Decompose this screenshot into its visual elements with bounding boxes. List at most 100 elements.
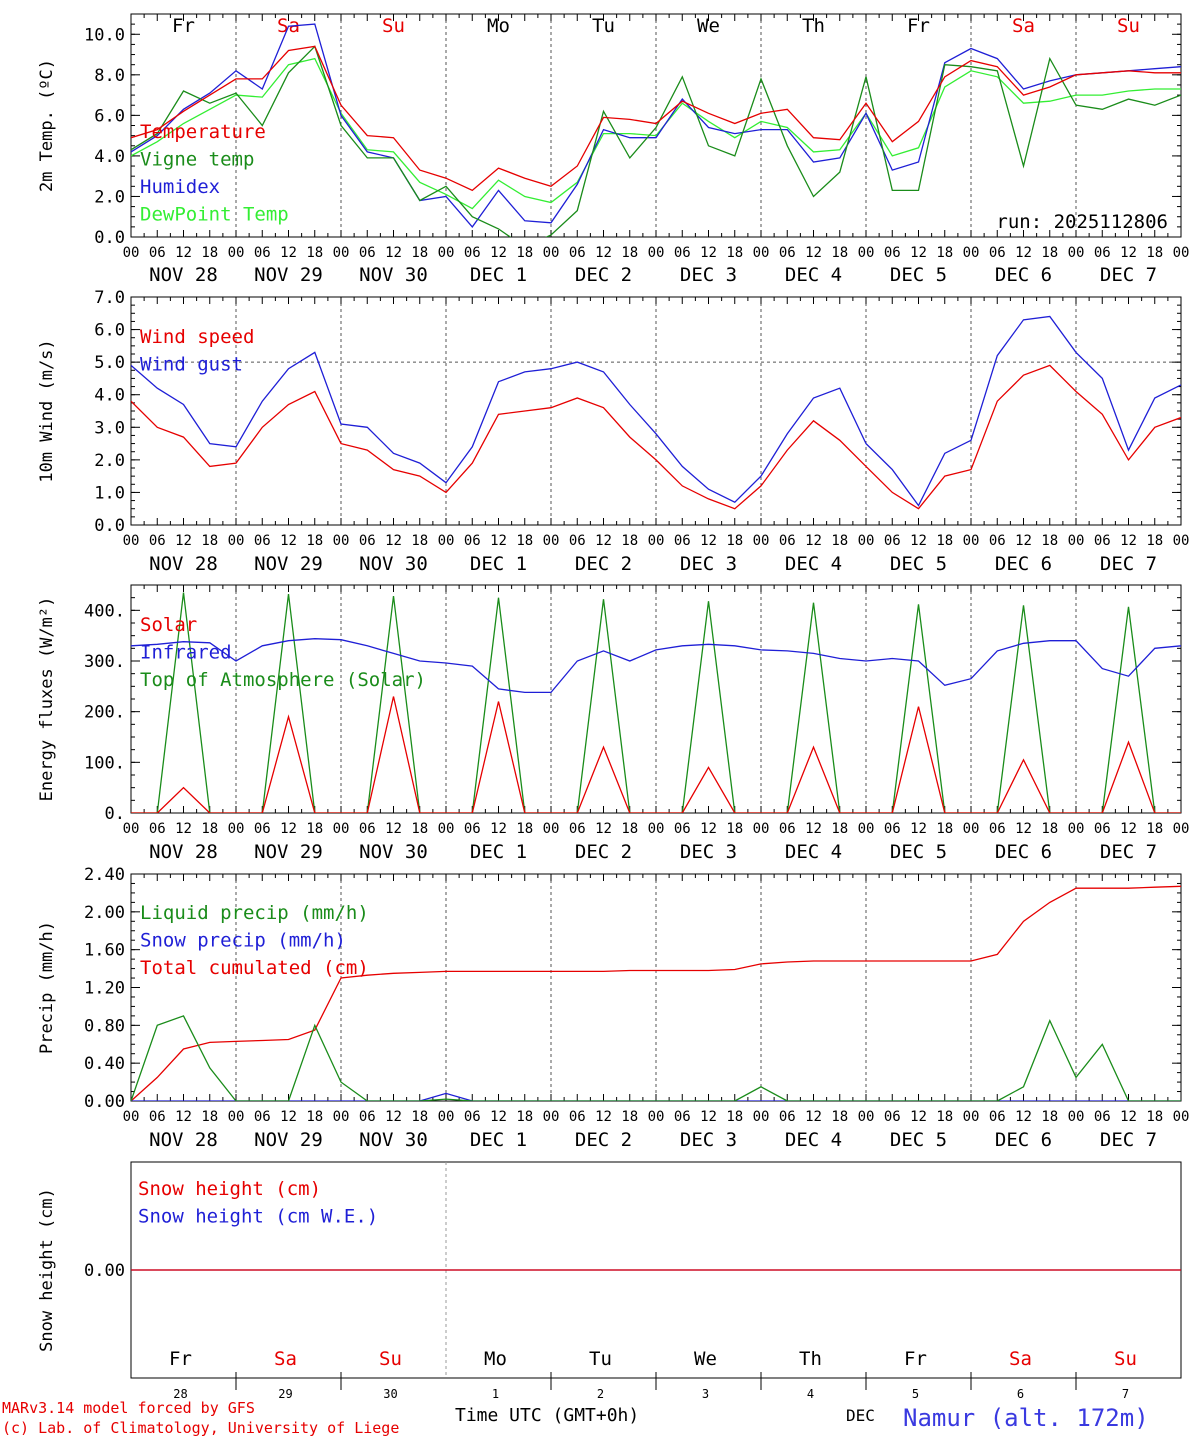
date-label: NOV 29 <box>254 1129 323 1151</box>
series-line-wind-gust <box>131 315 1181 507</box>
y-tick-label: 400. <box>84 601 125 621</box>
series-line-humidex <box>131 23 1181 228</box>
hour-label: 00 <box>228 245 245 261</box>
hour-label: 18 <box>411 1109 428 1125</box>
hour-label: 06 <box>359 821 376 837</box>
legend-entry: Snow precip (mm/h) <box>140 930 346 952</box>
hour-label: 06 <box>464 245 481 261</box>
hour-label: 12 <box>700 245 717 261</box>
legend-entry: Liquid precip (mm/h) <box>140 902 369 924</box>
y-tick-label: 5.0 <box>94 353 125 373</box>
weekday-label: Su <box>379 1348 402 1370</box>
hour-label: 06 <box>989 821 1006 837</box>
copyright-credit: (c) Lab. of Climatology, University of L… <box>2 1419 400 1437</box>
hour-label: 12 <box>385 533 402 549</box>
date-label: DEC 4 <box>785 1129 842 1151</box>
date-label: DEC 7 <box>1100 1129 1157 1151</box>
y-tick-label: 1.20 <box>84 979 125 999</box>
legend-entry: Temperature <box>140 121 266 143</box>
hour-label: 18 <box>726 1109 743 1125</box>
station-label: Namur (alt. 172m) <box>903 1404 1149 1432</box>
hour-label: 18 <box>1041 245 1058 261</box>
hour-label: 00 <box>228 821 245 837</box>
hour-label: 06 <box>464 821 481 837</box>
hour-label: 12 <box>805 821 822 837</box>
hour-label: 06 <box>254 821 271 837</box>
hour-label: 06 <box>884 821 901 837</box>
date-label: NOV 28 <box>149 841 218 863</box>
hour-label: 00 <box>333 245 350 261</box>
hour-label: 00 <box>963 1109 980 1125</box>
panel-2: 0.0 1.0 2.0 3.0 4.0 5.0 6.0 7.0 10m Wind (m/s) 00… <box>37 288 1189 575</box>
hour-label: 00 <box>1173 1109 1190 1125</box>
hour-label: 18 <box>936 1109 953 1125</box>
date-label: DEC 5 <box>890 1129 947 1151</box>
hour-label: 00 <box>753 245 770 261</box>
hour-label: 06 <box>674 533 691 549</box>
hour-label: 12 <box>805 1109 822 1125</box>
hour-label: 18 <box>411 245 428 261</box>
hour-label: 12 <box>1120 533 1137 549</box>
hour-label: 00 <box>1068 821 1085 837</box>
legend-entry: Snow height (cm W.E.) <box>138 1206 378 1228</box>
hour-label: 12 <box>175 245 192 261</box>
hour-label: 00 <box>858 245 875 261</box>
panel-3: 0. 100. 200. 300. 400. Energy fluxes (W/m²) 00… <box>37 584 1189 863</box>
y-tick-label: 4.0 <box>94 386 125 406</box>
hour-label: 12 <box>1120 821 1137 837</box>
weekday-label: Fr <box>169 1348 192 1370</box>
y-axis-title: Precip (mm/h) <box>37 921 57 1054</box>
hour-label: 06 <box>254 1109 271 1125</box>
day-number-label: 4 <box>807 1387 814 1401</box>
y-tick-label: 0.40 <box>84 1054 125 1074</box>
y-tick-label: 6.0 <box>94 106 125 126</box>
hour-label: 06 <box>989 533 1006 549</box>
date-label: DEC 2 <box>575 841 632 863</box>
hour-label: 06 <box>884 533 901 549</box>
legend-entry: Vigne temp <box>140 149 254 171</box>
hour-label: 12 <box>910 533 927 549</box>
hour-label: 18 <box>1146 533 1163 549</box>
day-number-label: 5 <box>912 1387 919 1401</box>
y-axis-title: 2m Temp. (ºC) <box>37 59 57 192</box>
y-tick-label: 8.0 <box>94 66 125 86</box>
weekday-label: Tu <box>589 1348 612 1370</box>
hour-label: 00 <box>543 245 560 261</box>
hour-label: 00 <box>1068 533 1085 549</box>
date-label: DEC 5 <box>890 553 947 575</box>
hour-label: 12 <box>910 821 927 837</box>
hour-label: 06 <box>989 1109 1006 1125</box>
hour-label: 00 <box>648 821 665 837</box>
hour-label: 06 <box>779 533 796 549</box>
legend-entry: Humidex <box>140 176 220 198</box>
hour-label: 00 <box>753 821 770 837</box>
weekday-label: We <box>694 1348 717 1370</box>
date-label: DEC 5 <box>890 264 947 286</box>
hour-label: 00 <box>858 821 875 837</box>
y-axis-title: Snow height (cm) <box>37 1188 57 1352</box>
series-line-solar <box>131 696 1181 813</box>
legend-entry: DewPoint Temp <box>140 204 289 226</box>
hour-label: 00 <box>438 821 455 837</box>
series-line-wind-speed <box>131 364 1181 510</box>
date-label: DEC 6 <box>995 553 1052 575</box>
date-label: DEC 3 <box>680 841 737 863</box>
day-number-label: 6 <box>1017 1387 1024 1401</box>
y-tick-label: 0.00 <box>84 1092 125 1112</box>
hour-label: 06 <box>464 533 481 549</box>
date-label: DEC 4 <box>785 264 842 286</box>
date-label: DEC 5 <box>890 841 947 863</box>
hour-label: 18 <box>411 821 428 837</box>
y-tick-label: 300. <box>84 652 125 672</box>
date-label: DEC 7 <box>1100 553 1157 575</box>
hour-label: 06 <box>1094 245 1111 261</box>
hour-label: 00 <box>1173 245 1190 261</box>
hour-label: 12 <box>490 533 507 549</box>
hour-label: 00 <box>333 821 350 837</box>
hour-label: 00 <box>333 533 350 549</box>
hour-label: 18 <box>621 245 638 261</box>
weekday-label: Su <box>1117 15 1140 37</box>
y-tick-label: 2.0 <box>94 187 125 207</box>
hour-label: 18 <box>306 1109 323 1125</box>
hour-label: 18 <box>1146 245 1163 261</box>
